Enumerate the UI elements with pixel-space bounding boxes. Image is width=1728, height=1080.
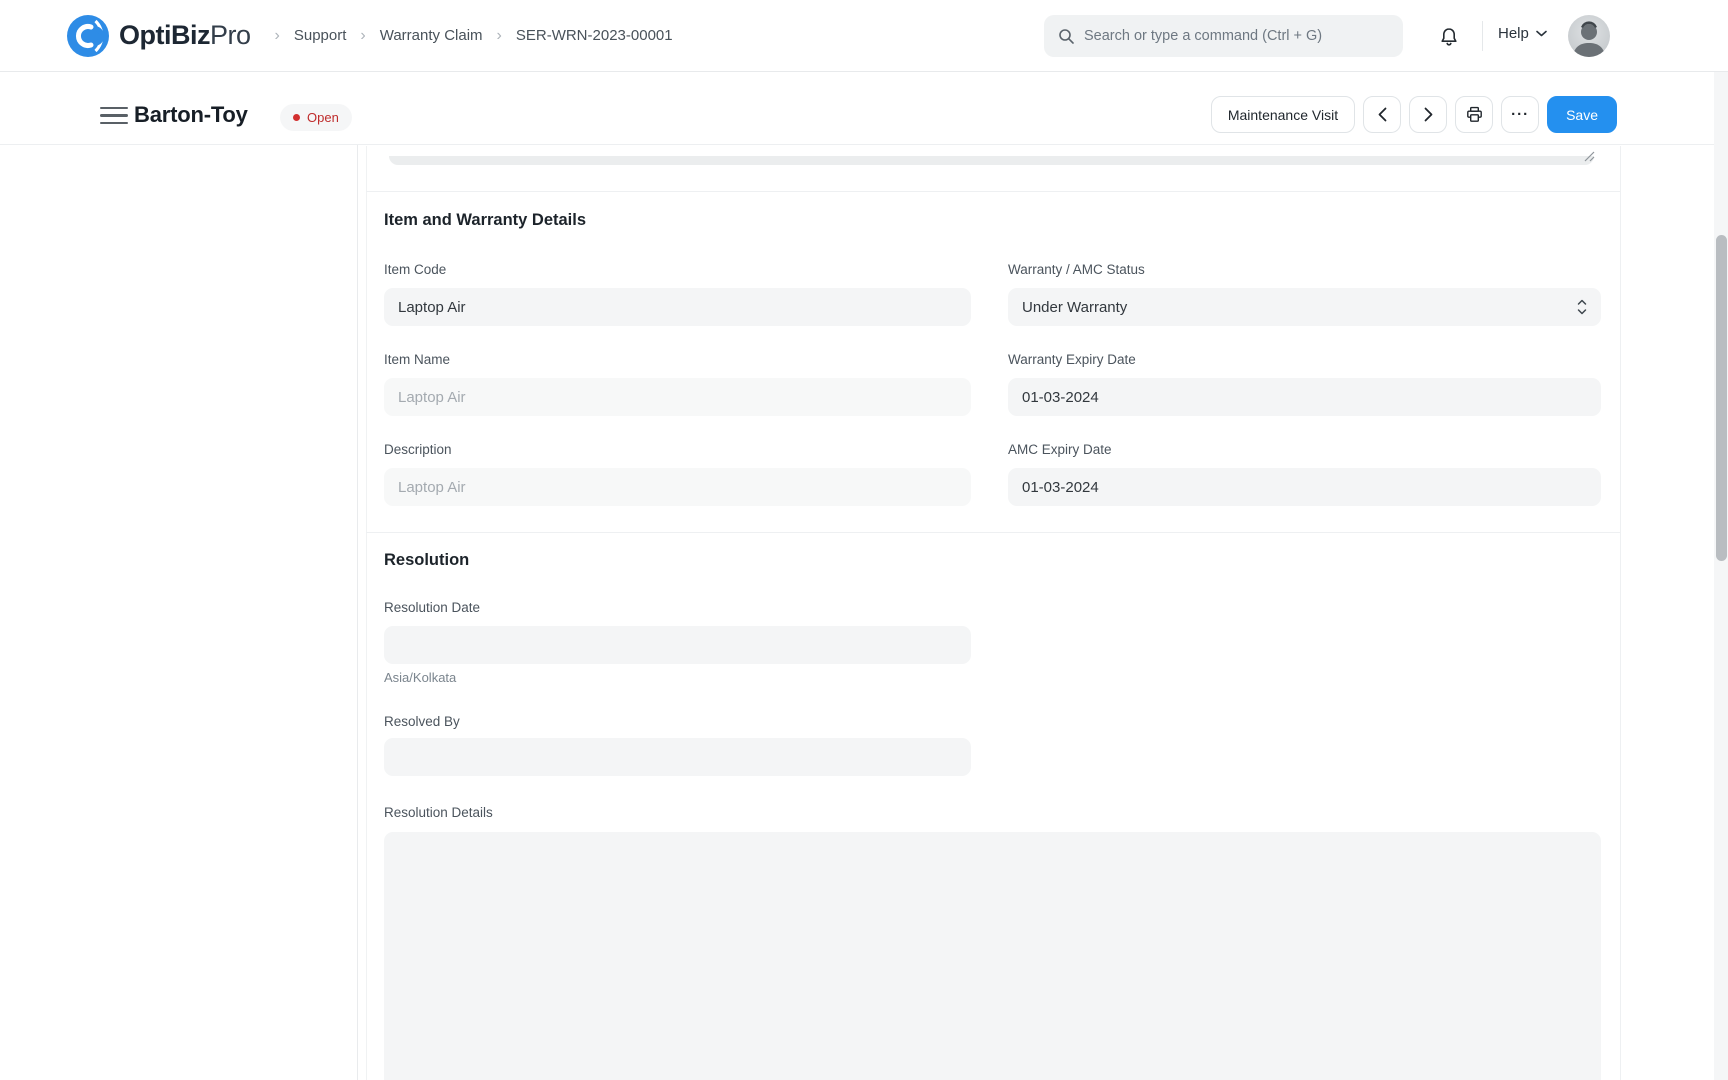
person-icon (1568, 17, 1610, 57)
bell-icon (1438, 26, 1460, 49)
resolution-date-label: Resolution Date (384, 600, 481, 615)
resolution-date-input[interactable] (384, 626, 971, 664)
chevron-down-icon (1536, 30, 1547, 37)
chevron-right-icon (1424, 107, 1433, 122)
more-actions-button[interactable]: ··· (1501, 96, 1540, 133)
item-code-label: Item Code (384, 262, 447, 277)
search-icon (1058, 28, 1075, 45)
status-dot-icon (293, 114, 300, 121)
section-divider (366, 532, 1620, 533)
amc-expiry-date-label: AMC Expiry Date (1008, 442, 1112, 457)
warranty-amc-status-select[interactable]: Under Warranty (1008, 288, 1601, 326)
navbar-divider (1482, 21, 1483, 51)
header-actions: Maintenance Visit ··· Save (1210, 96, 1617, 134)
warranty-amc-status-value: Under Warranty (1022, 298, 1128, 316)
status-badge[interactable]: Open (280, 104, 352, 131)
optibizpro-logo-icon (66, 14, 110, 58)
save-button[interactable]: Save (1547, 96, 1617, 133)
resolution-details-label: Resolution Details (384, 805, 493, 820)
resolved-by-label: Resolved By (384, 714, 460, 729)
breadcrumb-separator: › (274, 26, 280, 44)
amc-expiry-date-input[interactable] (1008, 468, 1601, 506)
chevron-left-icon (1378, 107, 1387, 122)
description-input[interactable] (384, 468, 971, 506)
timezone-helper-text: Asia/Kolkata (384, 670, 457, 685)
next-document-button[interactable] (1409, 96, 1448, 133)
help-label: Help (1498, 25, 1529, 42)
truncated-textarea-bottom[interactable] (389, 156, 1594, 165)
resolution-details-textarea[interactable] (384, 832, 1601, 1080)
resize-handle-icon[interactable] (1583, 149, 1595, 167)
item-name-label: Item Name (384, 352, 451, 367)
breadcrumb-separator: › (496, 26, 502, 44)
section-divider (366, 191, 1620, 192)
warranty-expiry-date-label: Warranty Expiry Date (1008, 352, 1136, 367)
global-search-input[interactable]: Search or type a command (Ctrl + G) (1044, 15, 1403, 57)
breadcrumb: › Support › Warranty Claim › SER-WRN-202… (275, 27, 673, 45)
chevron-up-down-icon (1577, 299, 1587, 315)
breadcrumb-separator: › (360, 26, 366, 44)
top-navbar: OptiBizPro › Support › Warranty Claim › … (0, 0, 1728, 72)
description-label: Description (384, 442, 452, 457)
resolved-by-input[interactable] (384, 738, 971, 776)
status-label: Open (307, 110, 339, 125)
help-menu[interactable]: Help (1498, 25, 1547, 42)
print-button[interactable] (1455, 96, 1494, 133)
warranty-expiry-date-input[interactable] (1008, 378, 1601, 416)
user-avatar[interactable] (1568, 15, 1610, 57)
vertical-scrollbar-track[interactable] (1714, 72, 1728, 1080)
breadcrumb-document-id[interactable]: SER-WRN-2023-00001 (515, 27, 673, 44)
previous-document-button[interactable] (1363, 96, 1402, 133)
printer-icon (1466, 106, 1483, 123)
sidebar-divider (357, 145, 358, 1080)
page-title: Barton-Toy (134, 102, 248, 127)
item-warranty-section-title: Item and Warranty Details (384, 211, 587, 229)
breadcrumb-support[interactable]: Support (293, 27, 347, 44)
brand-logo[interactable]: OptiBizPro (66, 14, 251, 58)
resolution-section-title: Resolution (384, 551, 470, 569)
search-placeholder: Search or type a command (Ctrl + G) (1084, 28, 1323, 44)
item-code-input[interactable] (384, 288, 971, 326)
form-card-left-border (366, 146, 367, 1080)
brand-name: OptiBizPro (119, 20, 251, 50)
sidebar-toggle-button[interactable] (100, 107, 128, 124)
notifications-button[interactable] (1432, 20, 1466, 54)
item-name-input[interactable] (384, 378, 971, 416)
breadcrumb-warranty-claim[interactable]: Warranty Claim (379, 27, 483, 44)
warranty-amc-status-label: Warranty / AMC Status (1008, 262, 1145, 277)
form-card-right-border (1620, 146, 1621, 1080)
vertical-scrollbar-thumb[interactable] (1715, 235, 1727, 561)
maintenance-visit-button[interactable]: Maintenance Visit (1210, 96, 1356, 133)
